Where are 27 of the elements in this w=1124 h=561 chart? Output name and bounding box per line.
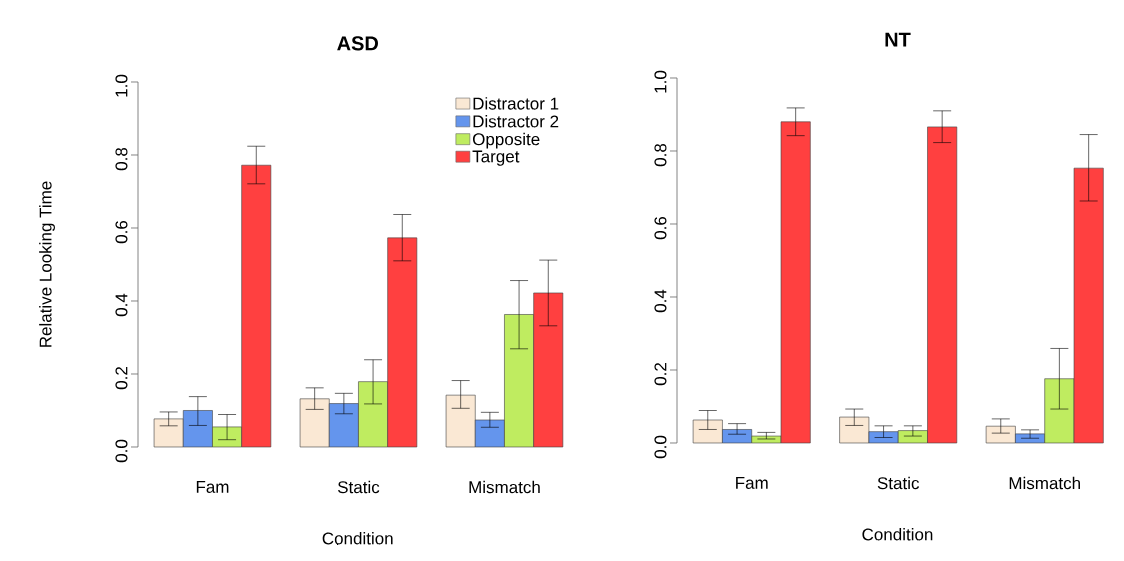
- y-tick-label: 0.0: [115, 439, 128, 463]
- x-tick-label: Fam: [736, 477, 768, 489]
- y-tick-label: 0.6: [115, 220, 128, 244]
- y-tick-label: 0.4: [654, 289, 667, 313]
- y-axis-title: Relative Looking Time: [39, 181, 55, 347]
- x-axis-title: Condition: [862, 528, 933, 541]
- legend-label: Distractor 1: [473, 97, 559, 110]
- x-axis-title: Condition: [322, 532, 393, 545]
- y-tick-label: 0.8: [654, 143, 667, 167]
- y-tick-label: 0.4: [115, 293, 128, 317]
- legend-label: Opposite: [472, 132, 540, 149]
- legend-label: Target: [472, 150, 520, 166]
- y-tick-label: 0.6: [654, 216, 667, 240]
- chart-title: NT: [885, 32, 911, 47]
- y-tick-label: 0.2: [115, 367, 128, 390]
- y-tick-label: 0.8: [115, 147, 128, 171]
- y-tick-label: 0.0: [654, 435, 667, 459]
- y-tick-label: 0.2: [654, 363, 667, 386]
- y-tick-label: 1.0: [115, 74, 128, 97]
- x-tick-label: Static: [337, 480, 380, 494]
- legend-label: Distractor 2: [473, 114, 559, 128]
- y-tick-label: 1.0: [654, 70, 667, 93]
- x-tick-label: Static: [877, 476, 920, 490]
- chart-title: ASD: [337, 36, 378, 51]
- x-tick-label: Fam: [196, 481, 229, 493]
- x-tick-label: Mismatch: [1009, 476, 1080, 490]
- x-tick-label: Mismatch: [469, 480, 540, 494]
